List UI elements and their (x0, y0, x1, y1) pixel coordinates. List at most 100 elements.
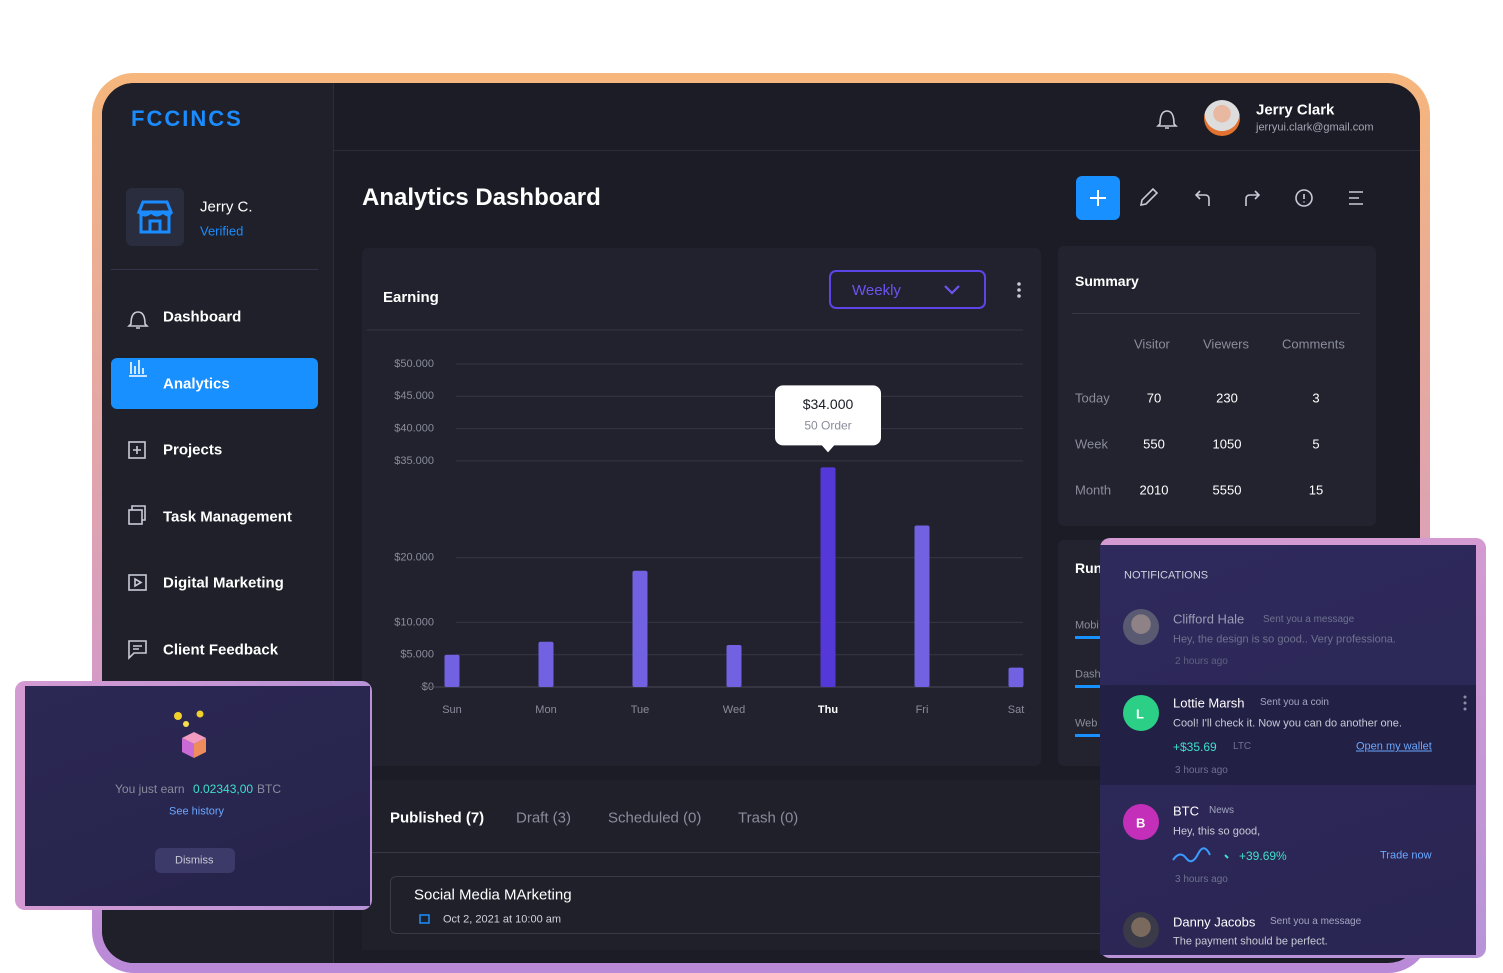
divider (111, 269, 318, 270)
toolbar-icons (1090, 187, 1363, 207)
notification-name: Clifford Hale (1173, 611, 1245, 627)
history-link[interactable]: See history (169, 805, 225, 818)
column-header: Comments (1282, 336, 1345, 352)
nav-item[interactable]: Digital Marketing (163, 574, 284, 592)
divider (1072, 313, 1360, 314)
notification-time: 3 hours ago (1175, 765, 1228, 776)
summary-cell: 2010 (1139, 482, 1169, 498)
profile-name: Jerry C. (200, 198, 253, 216)
progress (1075, 636, 1103, 639)
notification-time: 2 hours ago (1175, 656, 1228, 667)
x-tick-label: Tue (631, 704, 650, 716)
earn-text: You just earn (115, 782, 185, 796)
summary-cell: 1050 (1212, 436, 1242, 452)
wallet-link[interactable]: Open my wallet (1356, 740, 1432, 753)
y-tick-label: $40.000 (394, 423, 434, 435)
tab[interactable]: Trash (0) (738, 809, 799, 827)
tooltip (775, 385, 881, 446)
summary-cell: 70 (1146, 390, 1162, 406)
avatar-letter: B (1136, 815, 1146, 831)
tooltip-note: 50 Order (804, 419, 851, 433)
summary-cell: 550 (1143, 436, 1165, 452)
calendar-icon (419, 914, 430, 924)
page-title: Analytics Dashboard (362, 184, 601, 211)
avatar (1123, 912, 1159, 948)
sparkline (1172, 847, 1229, 863)
running-title: Run (1075, 560, 1103, 576)
notification-change: +39.69% (1239, 849, 1287, 863)
tab[interactable]: Draft (3) (516, 809, 572, 827)
bell-icon[interactable] (1155, 107, 1179, 131)
bar (726, 645, 742, 687)
notification-message: Cool! I'll check it. Now you can do anot… (1173, 717, 1402, 730)
reward-icon (174, 710, 206, 758)
nav-item[interactable]: Task Management (163, 508, 292, 526)
x-tick-label: Wed (723, 704, 745, 716)
summary-cell: 5550 (1212, 482, 1242, 498)
x-tick-label: Mon (535, 704, 556, 716)
nav-item[interactable]: Analytics (163, 375, 230, 393)
x-tick-label: Sat (1008, 704, 1025, 716)
notification-currency: LTC (1233, 741, 1252, 752)
period-dropdown[interactable] (829, 270, 986, 309)
user-name: Jerry Clark (1256, 101, 1335, 119)
x-tick-label: Sun (442, 704, 462, 716)
row-label: Week (1075, 436, 1108, 452)
avatar (1123, 695, 1159, 731)
notification-message: Hey, the design is so good.. Very profes… (1173, 633, 1396, 646)
y-tick-label: $5.000 (400, 649, 434, 661)
chart-title: Earning (383, 289, 439, 306)
notification-action: Sent you a message (1270, 916, 1362, 927)
notification-action: News (1209, 805, 1235, 816)
bar (1008, 667, 1024, 687)
dismiss-button[interactable] (155, 848, 235, 873)
user-email: jerryui.clark@gmail.com (1256, 121, 1374, 134)
notifications-title: NOTIFICATIONS (1124, 569, 1209, 582)
column-header: Viewers (1203, 336, 1250, 352)
post-date: Oct 2, 2021 at 10:00 am (443, 913, 562, 926)
profile-status: Verified (200, 223, 244, 239)
post-title: Social Media MArketing (414, 886, 572, 904)
summary-title: Summary (1075, 273, 1139, 289)
tooltip-pointer (821, 444, 835, 453)
item-menu[interactable] (1460, 694, 1470, 712)
tooltip-value: $34.000 (803, 396, 854, 412)
notification-name: Lottie Marsh (1173, 695, 1245, 711)
progress (1075, 734, 1103, 737)
x-tick-label: Fri (916, 704, 929, 716)
earn-unit: BTC (257, 782, 281, 796)
notification-action: Sent you a coin (1260, 697, 1329, 708)
summary-cell: 3 (1312, 390, 1320, 406)
notification-highlight (1100, 685, 1476, 785)
progress (1075, 685, 1103, 688)
nav-item[interactable]: Dashboard (163, 308, 242, 326)
summary-card (1058, 246, 1376, 526)
kebab-menu[interactable] (1017, 282, 1021, 298)
dismiss-label: Dismiss (175, 854, 214, 867)
tab-active[interactable]: Published (7) (390, 809, 485, 827)
avatar-letter: L (1136, 706, 1144, 722)
nav-icons (127, 311, 149, 660)
row-label: Today (1075, 390, 1110, 406)
nav-item[interactable]: Projects (163, 441, 223, 459)
avatar (1123, 609, 1159, 645)
summary-cell: 5 (1312, 436, 1320, 452)
notification-message: The payment should be perfect. (1173, 935, 1328, 948)
chevron (944, 285, 960, 295)
trade-link[interactable]: Trade now (1380, 849, 1432, 862)
running-item: Mobi (1075, 619, 1099, 632)
earning-card: Earning Weekly $0 $5.000 $10.000 $20.000 $35… (362, 248, 1041, 766)
user-avatar[interactable] (1204, 100, 1240, 136)
notification-name: Danny Jacobs (1173, 914, 1256, 930)
nav-item[interactable]: Client Feedback (163, 641, 279, 659)
bar (820, 467, 836, 687)
earning-chart: Earning Weekly $0$5.000$10.000$20.000$35… (367, 270, 1025, 716)
notification-time: 3 hours ago (1175, 874, 1228, 885)
avatar (1123, 804, 1159, 840)
nav-active[interactable] (111, 358, 318, 409)
posts-card (362, 780, 1122, 950)
brand: FCCINCS (131, 106, 243, 131)
x-tick-label: Thu (818, 704, 838, 716)
tab[interactable]: Scheduled (0) (608, 809, 702, 827)
y-tick-label: $10.000 (394, 616, 434, 628)
